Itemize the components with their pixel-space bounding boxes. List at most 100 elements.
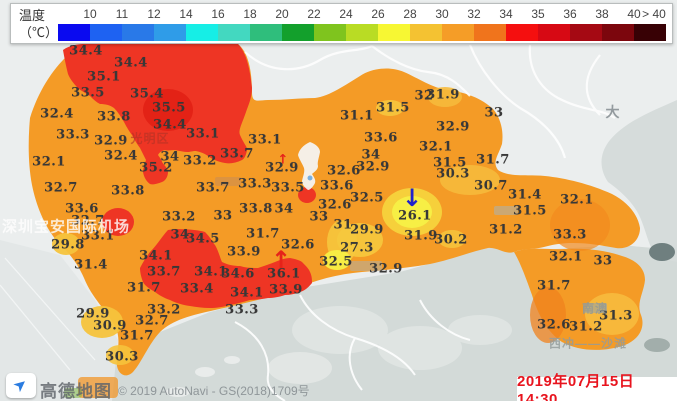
temperature-value: 30.9 bbox=[93, 318, 127, 334]
island-dark-east bbox=[649, 243, 675, 261]
temperature-value: 31.3 bbox=[599, 308, 633, 324]
temperature-value: 26.1 bbox=[398, 208, 432, 224]
temperature-value: 33.9 bbox=[269, 282, 303, 298]
faded-watermark bbox=[215, 177, 241, 186]
trend-arrow-icon: ↓ bbox=[401, 184, 423, 212]
shore-lines bbox=[0, 257, 96, 371]
hot-red-core bbox=[143, 89, 193, 131]
temperature-value: 32.4 bbox=[104, 148, 138, 164]
legend-tick-label: 38 bbox=[595, 7, 609, 21]
temperature-value: 32.4 bbox=[40, 106, 74, 122]
amap-plane-icon: ➤ bbox=[10, 374, 32, 397]
temperature-value: 32.1 bbox=[419, 139, 453, 155]
place-label: 大 bbox=[605, 104, 621, 120]
legend-tick-label: 14 bbox=[179, 7, 193, 21]
temperature-value: 32.7 bbox=[71, 213, 105, 229]
temperature-value: 31.1 bbox=[340, 108, 374, 124]
temperature-value: 30.2 bbox=[434, 232, 468, 248]
temperature-value: 33.2 bbox=[162, 209, 196, 225]
temperature-value: 31.5 bbox=[513, 203, 547, 219]
legend-color-swatch bbox=[250, 24, 282, 41]
hot-red-south bbox=[140, 229, 312, 308]
temperature-value: 32.1 bbox=[549, 249, 583, 265]
legend-color-swatch bbox=[346, 24, 378, 41]
temperature-value: 33.3 bbox=[225, 302, 259, 318]
temperature-value: 29.9 bbox=[350, 222, 384, 238]
timestamp: 2019年07月15日 14:30 bbox=[517, 373, 635, 401]
legend-tick-label: 28 bbox=[403, 7, 417, 21]
yellow-cool-spot bbox=[392, 196, 432, 228]
temperature-value: 33 bbox=[213, 208, 233, 224]
temperature-value: 34.1 bbox=[230, 285, 264, 301]
temperature-value: 33.1 bbox=[186, 126, 220, 142]
temperature-value: 33.5 bbox=[271, 180, 305, 196]
temperature-value: 33.3 bbox=[56, 127, 90, 143]
temperature-value: 33.3 bbox=[238, 176, 272, 192]
temperature-value: 34 bbox=[170, 227, 190, 243]
legend-tick-label: 35 bbox=[531, 7, 545, 21]
legend-tick-label: 18 bbox=[243, 7, 257, 21]
legend-color-swatch bbox=[634, 24, 666, 41]
roads-north bbox=[244, 44, 616, 159]
temperature-value: 34.4 bbox=[153, 117, 187, 133]
sea-southwest bbox=[0, 240, 118, 401]
temperature-value: 32.9 bbox=[369, 261, 403, 277]
temperature-value: 29.8 bbox=[51, 237, 85, 253]
temperature-value: 35.2 bbox=[139, 160, 173, 176]
legend-color-swatch bbox=[154, 24, 186, 41]
legend-color-swatch bbox=[218, 24, 250, 41]
temperature-value: 31.5 bbox=[433, 155, 467, 171]
temperature-value: 33.2 bbox=[147, 302, 181, 318]
reservoir bbox=[298, 142, 320, 190]
temperature-value: 34.4 bbox=[69, 43, 103, 59]
temperature-value: 29.9 bbox=[76, 306, 110, 322]
temperature-value: 32.1 bbox=[32, 154, 66, 170]
legend-ticks: 10 11 12 14 16 18 20 22 24 26 28 30 32 34 35 36 38 40 > 40 bbox=[74, 7, 677, 21]
place-label: 西冲——沙滩 bbox=[548, 336, 628, 351]
amap-logo: ➤ bbox=[6, 373, 36, 398]
temperature-value: 31.7 bbox=[476, 152, 510, 168]
temperature-value: 31.4 bbox=[508, 187, 542, 203]
temperature-value: 33.1 bbox=[81, 228, 115, 244]
temperature-value: 34.1 bbox=[194, 264, 228, 280]
temperature-value: 35.1 bbox=[87, 69, 121, 85]
legend-tick-label: 34 bbox=[499, 7, 513, 21]
legend-color-swatch bbox=[602, 24, 634, 41]
temperature-value: 31.5 bbox=[376, 100, 410, 116]
temperature-value: 32.6 bbox=[537, 317, 571, 333]
temperature-value: 30.3 bbox=[436, 166, 470, 182]
temperature-value: 33.6 bbox=[364, 130, 398, 146]
temperature-value: 31.2 bbox=[489, 222, 523, 238]
legend-tick-label: 22 bbox=[307, 7, 321, 21]
temperature-value: 33.6 bbox=[65, 201, 99, 217]
faded-watermark bbox=[350, 261, 382, 271]
legend-color-swatch bbox=[410, 24, 442, 41]
place-label: 光明区 bbox=[130, 131, 170, 146]
sea-east bbox=[601, 100, 677, 262]
map-attribution: © 2019 AutoNavi - GS(2018)1709号 bbox=[118, 384, 310, 398]
place-label: 南澳 bbox=[581, 301, 609, 316]
legend-color-swatch bbox=[538, 24, 570, 41]
temperature-value: 32.9 bbox=[94, 133, 128, 149]
temperature-value: 30.7 bbox=[474, 178, 508, 194]
legend-tick-label: 26 bbox=[371, 7, 385, 21]
temperature-value: 32.9 bbox=[265, 160, 299, 176]
legend-tick-label: 16 bbox=[211, 7, 225, 21]
temperature-value: 33.7 bbox=[196, 180, 230, 196]
temperature-value: 33.4 bbox=[180, 281, 214, 297]
temperature-value: 32.7 bbox=[135, 313, 169, 329]
temperature-value: 30.3 bbox=[105, 349, 139, 365]
temperature-value: 34.4 bbox=[114, 55, 148, 71]
legend-color-swatch bbox=[570, 24, 602, 41]
temperature-value: 32.1 bbox=[560, 192, 594, 208]
temperature-value: 27.3 bbox=[340, 240, 374, 256]
legend-color-swatch bbox=[314, 24, 346, 41]
roads-south bbox=[234, 294, 471, 401]
temperature-value: 32.5 bbox=[350, 190, 384, 206]
temperature-value: 34.6 bbox=[221, 266, 255, 282]
legend-color-scale bbox=[58, 24, 666, 41]
temperature-value: 33 bbox=[484, 105, 504, 121]
amap-wordmark-blob bbox=[78, 377, 118, 398]
